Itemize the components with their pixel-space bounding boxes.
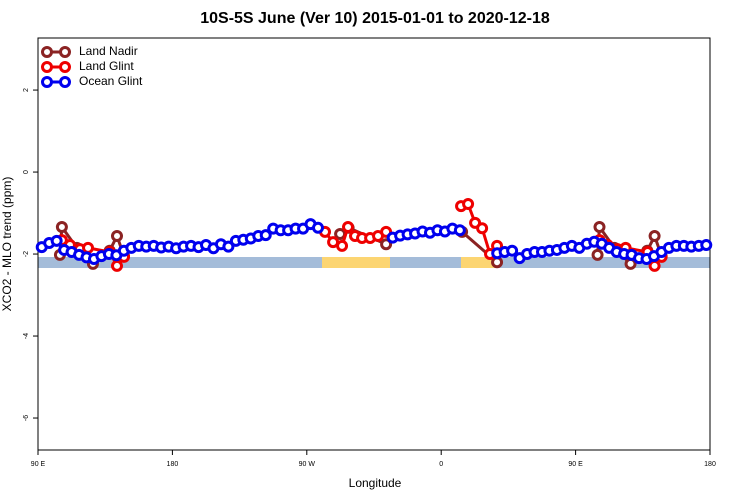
data-point bbox=[259, 229, 272, 242]
data-point bbox=[648, 259, 661, 272]
data-point bbox=[110, 230, 123, 243]
chart-title: 10S-5S June (Ver 10) 2015-01-01 to 2020-… bbox=[200, 10, 550, 27]
data-point bbox=[591, 248, 604, 261]
legend-marker bbox=[59, 61, 71, 73]
data-point bbox=[82, 241, 95, 254]
legend-label: Land Glint bbox=[79, 59, 134, 73]
data-point bbox=[593, 220, 606, 233]
y-tick-label: 0 bbox=[23, 170, 30, 174]
legend-marker bbox=[41, 46, 53, 58]
legend-label: Ocean Glint bbox=[79, 74, 143, 88]
data-point bbox=[110, 259, 123, 272]
data-point bbox=[453, 224, 466, 237]
data-point bbox=[700, 239, 713, 252]
data-point bbox=[336, 239, 349, 252]
data-point bbox=[50, 234, 63, 247]
x-tick-label: 90 E bbox=[568, 461, 583, 468]
x-tick-label: 0 bbox=[439, 461, 443, 468]
x-tick-label: 180 bbox=[704, 461, 716, 468]
data-point bbox=[506, 244, 519, 257]
y-tick-label: -6 bbox=[23, 415, 30, 421]
x-tick-label: 180 bbox=[167, 461, 179, 468]
data-point bbox=[380, 238, 393, 251]
y-tick-label: -2 bbox=[23, 251, 30, 257]
data-point bbox=[312, 221, 324, 234]
data-point bbox=[476, 222, 489, 235]
data-point bbox=[222, 240, 235, 253]
land-strip bbox=[322, 257, 390, 268]
data-point bbox=[342, 220, 355, 233]
data-point bbox=[55, 220, 68, 233]
y-tick-label: -4 bbox=[23, 333, 30, 339]
legend-label: Land Nadir bbox=[79, 44, 138, 58]
legend-marker bbox=[59, 76, 71, 88]
x-tick-label: 90 E bbox=[31, 461, 46, 468]
y-axis-label: XCO2 - MLO trend (ppm) bbox=[0, 177, 14, 312]
land-strip bbox=[461, 257, 498, 268]
legend-marker bbox=[59, 46, 71, 58]
y-tick-label: 2 bbox=[23, 88, 30, 92]
legend-marker bbox=[41, 76, 53, 88]
x-tick-label: 90 W bbox=[299, 461, 316, 468]
x-axis-label: Longitude bbox=[349, 476, 402, 490]
legend-marker bbox=[41, 61, 53, 73]
data-point bbox=[462, 198, 475, 211]
data-point bbox=[648, 230, 661, 243]
